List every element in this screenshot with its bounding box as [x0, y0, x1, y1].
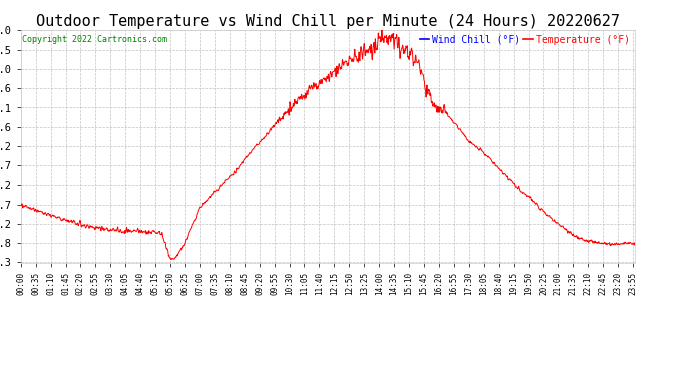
Text: Copyright 2022 Cartronics.com: Copyright 2022 Cartronics.com: [22, 34, 167, 44]
Title: Outdoor Temperature vs Wind Chill per Minute (24 Hours) 20220627: Outdoor Temperature vs Wind Chill per Mi…: [36, 14, 620, 29]
Legend: Wind Chill (°F), Temperature (°F): Wind Chill (°F), Temperature (°F): [420, 35, 630, 45]
